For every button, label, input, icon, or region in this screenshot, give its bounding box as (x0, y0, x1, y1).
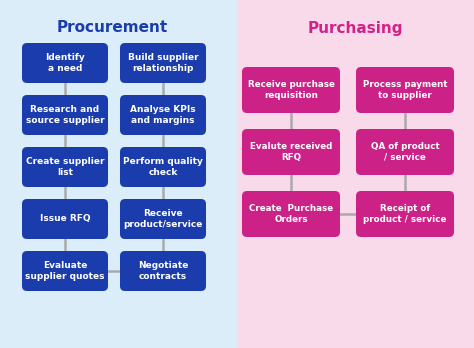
Text: Research and
source supplier: Research and source supplier (26, 105, 104, 125)
FancyBboxPatch shape (356, 129, 454, 175)
Text: Receipt of
product / service: Receipt of product / service (363, 204, 447, 224)
FancyBboxPatch shape (120, 147, 206, 187)
Text: Build supplier
relationship: Build supplier relationship (128, 53, 198, 73)
Text: Create supplier
list: Create supplier list (26, 157, 104, 177)
Text: Process payment
to supplier: Process payment to supplier (363, 80, 447, 100)
FancyBboxPatch shape (22, 43, 108, 83)
FancyBboxPatch shape (237, 0, 474, 348)
FancyBboxPatch shape (120, 251, 206, 291)
FancyBboxPatch shape (22, 95, 108, 135)
Text: Analyse KPIs
and margins: Analyse KPIs and margins (130, 105, 196, 125)
FancyBboxPatch shape (242, 129, 340, 175)
Text: Purchasing: Purchasing (307, 21, 403, 35)
Text: Procurement: Procurement (56, 21, 168, 35)
Text: Create  Purchase
Orders: Create Purchase Orders (249, 204, 333, 224)
FancyBboxPatch shape (356, 67, 454, 113)
Text: Issue RFQ: Issue RFQ (40, 214, 91, 223)
Text: Receive
product/service: Receive product/service (123, 209, 203, 229)
Text: Negotiate
contracts: Negotiate contracts (138, 261, 188, 281)
Text: Evaluate
supplier quotes: Evaluate supplier quotes (25, 261, 105, 281)
FancyBboxPatch shape (0, 0, 237, 348)
Text: Evalute received
RFQ: Evalute received RFQ (250, 142, 332, 162)
Text: Perform quality
check: Perform quality check (123, 157, 203, 177)
FancyBboxPatch shape (242, 191, 340, 237)
Text: Identify
a need: Identify a need (45, 53, 85, 73)
FancyBboxPatch shape (356, 191, 454, 237)
FancyBboxPatch shape (22, 147, 108, 187)
FancyBboxPatch shape (120, 43, 206, 83)
FancyBboxPatch shape (120, 199, 206, 239)
FancyBboxPatch shape (22, 199, 108, 239)
FancyBboxPatch shape (120, 95, 206, 135)
FancyBboxPatch shape (22, 251, 108, 291)
Text: QA of product
/ service: QA of product / service (371, 142, 439, 162)
FancyBboxPatch shape (242, 67, 340, 113)
Text: Receive purchase
requisition: Receive purchase requisition (247, 80, 335, 100)
